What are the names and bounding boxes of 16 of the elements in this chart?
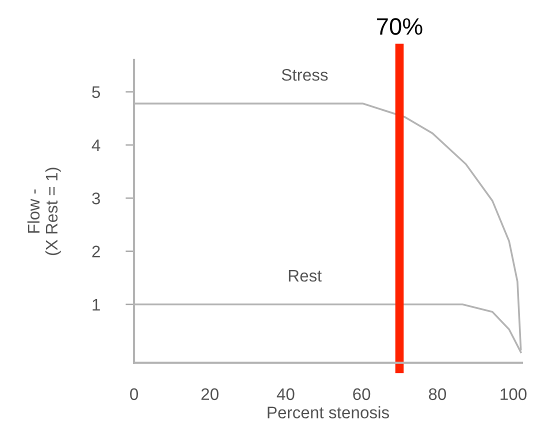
x-tick-label: 40 (276, 388, 294, 400)
x-tick-label: 80 (428, 388, 446, 400)
y-tick-label: 1 (92, 298, 100, 310)
y-tick-label: 4 (92, 140, 100, 152)
y-axis-title: Flow - (X Rest = 1) (27, 168, 61, 256)
x-tick-label: 60 (353, 388, 370, 400)
y-tick-label: 5 (92, 86, 100, 98)
y-tick-label: 2 (92, 246, 100, 258)
x-tick-label: 20 (201, 388, 218, 400)
ref-line-label: 70% (377, 18, 422, 35)
series-label: Stress (282, 69, 328, 81)
series-label: Rest (288, 270, 322, 282)
y-tick-label: 3 (92, 192, 100, 204)
x-tick-label: 0 (130, 388, 138, 400)
x-axis-title: Percent stenosis (268, 406, 390, 418)
x-tick-label: 100 (500, 388, 527, 400)
